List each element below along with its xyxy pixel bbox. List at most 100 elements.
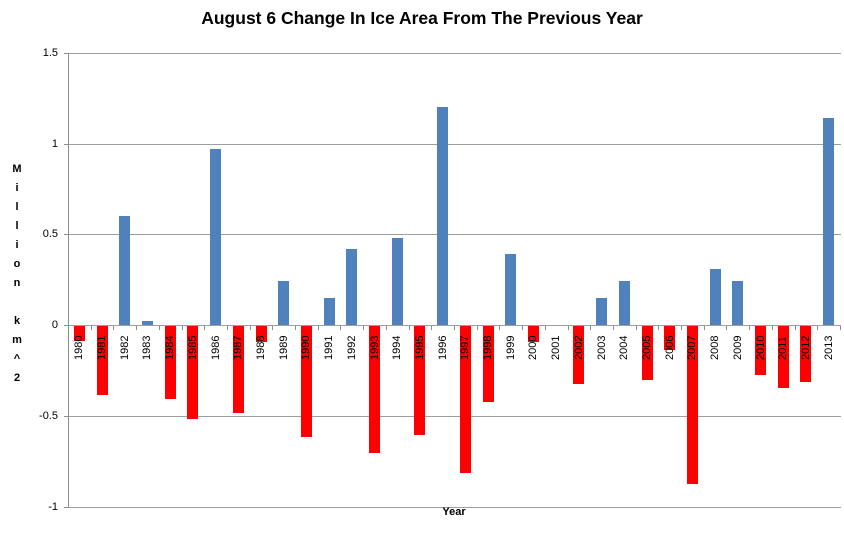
bar-2004 [619, 281, 630, 325]
x-axis-tick-label: 2008 [709, 335, 721, 360]
x-axis-tick [499, 326, 500, 330]
bar-1980 [74, 326, 85, 341]
x-axis-tick [522, 326, 523, 330]
x-axis-tick-label: 1999 [505, 335, 517, 360]
x-axis-tick [204, 326, 205, 330]
gridline [68, 325, 841, 326]
bar-2012 [800, 326, 811, 382]
x-axis-tick-label: 1982 [119, 335, 131, 360]
y-axis-tick [64, 416, 68, 417]
bar-1993 [369, 326, 380, 453]
x-axis-tick-label: 2000 [527, 335, 539, 360]
bar-1989 [278, 281, 289, 325]
x-axis-tick [340, 326, 341, 330]
y-axis-title-char: M [12, 163, 22, 175]
x-axis-tick-label: 2005 [641, 335, 653, 360]
x-axis-tick [795, 326, 796, 330]
x-axis-tick-label: 1995 [414, 335, 426, 360]
bar-1985 [187, 326, 198, 419]
y-axis-title-char: 2 [13, 372, 21, 384]
y-axis-tick-label: 1 [51, 138, 58, 150]
bar-1996 [437, 107, 448, 325]
x-axis-tick-label: 2012 [800, 335, 812, 360]
y-axis-title-char: o [13, 258, 21, 270]
bar-2013 [823, 118, 834, 325]
bar-1995 [414, 326, 425, 435]
x-axis-tick [726, 326, 727, 330]
x-axis-tick [454, 326, 455, 330]
x-axis-tick [749, 326, 750, 330]
gridline [68, 53, 841, 54]
x-axis-tick-label: 1994 [391, 335, 403, 360]
x-axis-tick-label: 1983 [141, 335, 153, 360]
x-axis-tick-label: 1987 [232, 335, 244, 360]
x-axis-tick-label: 1988 [255, 335, 267, 360]
gridline [68, 507, 841, 508]
x-axis-tick [409, 326, 410, 330]
x-axis-tick-label: 2013 [823, 335, 835, 360]
gridline [68, 144, 841, 145]
bar-2011 [778, 326, 789, 388]
y-axis-title-char: m [12, 334, 22, 346]
x-axis-tick-label: 2003 [596, 335, 608, 360]
x-axis-tick [182, 326, 183, 330]
x-axis-tick [91, 326, 92, 330]
x-axis-tick [658, 326, 659, 330]
bar-1987 [233, 326, 244, 413]
x-axis-tick-label: 1991 [323, 335, 335, 360]
bar-2002 [573, 326, 584, 384]
y-axis-line [68, 53, 69, 507]
bar-1997 [460, 326, 471, 473]
gridline [68, 234, 841, 235]
x-axis-tick [568, 326, 569, 330]
y-axis-title-char: i [15, 239, 19, 251]
chart-title: August 6 Change In Ice Area From The Pre… [201, 8, 643, 28]
x-axis-tick-label: 1990 [300, 335, 312, 360]
bar-1988 [256, 326, 267, 342]
x-axis-tick-label: 2007 [686, 335, 698, 360]
x-axis-tick [159, 326, 160, 330]
x-axis-tick [68, 326, 69, 330]
y-axis-title-char: k [13, 315, 21, 327]
bar-1999 [505, 254, 516, 325]
bar-1998 [483, 326, 494, 402]
y-axis-tick [64, 144, 68, 145]
bar-1982 [119, 216, 130, 325]
x-axis-tick [636, 326, 637, 330]
bar-1990 [301, 326, 312, 437]
x-axis-tick-label: 1989 [278, 335, 290, 360]
y-axis-tick [64, 53, 68, 54]
x-axis-tick [545, 326, 546, 330]
bar-1986 [210, 149, 221, 325]
gridline [68, 416, 841, 417]
x-axis-tick [772, 326, 773, 330]
x-axis-tick [136, 326, 137, 330]
x-axis-tick-label: 2006 [664, 335, 676, 360]
x-axis-tick [590, 326, 591, 330]
x-axis-tick [386, 326, 387, 330]
x-axis-tick-label: 2002 [573, 335, 585, 360]
bar-2009 [732, 281, 743, 325]
x-axis-tick [817, 326, 818, 330]
x-axis-tick [477, 326, 478, 330]
bar-2006 [664, 326, 675, 350]
bar-2010 [755, 326, 766, 375]
y-axis-tick [64, 234, 68, 235]
x-axis-tick [318, 326, 319, 330]
y-axis-tick-label: 0.5 [42, 228, 58, 240]
x-axis-tick-label: 2001 [550, 335, 562, 360]
bar-2007 [687, 326, 698, 484]
x-axis-tick [295, 326, 296, 330]
x-axis-tick-label: 1986 [210, 335, 222, 360]
x-axis-tick-label: 1996 [437, 335, 449, 360]
bar-1984 [165, 326, 176, 399]
x-axis-tick [250, 326, 251, 330]
y-axis-title-char: ^ [13, 353, 21, 365]
x-axis-tick-label: 1997 [459, 335, 471, 360]
x-axis-tick-label: 1981 [96, 335, 108, 360]
y-axis-title-char: l [15, 220, 19, 232]
y-axis-title-char: l [15, 201, 19, 213]
x-axis-tick [840, 326, 841, 330]
y-axis-title-char: n [13, 277, 21, 289]
x-axis-tick-label: 1980 [73, 335, 85, 360]
